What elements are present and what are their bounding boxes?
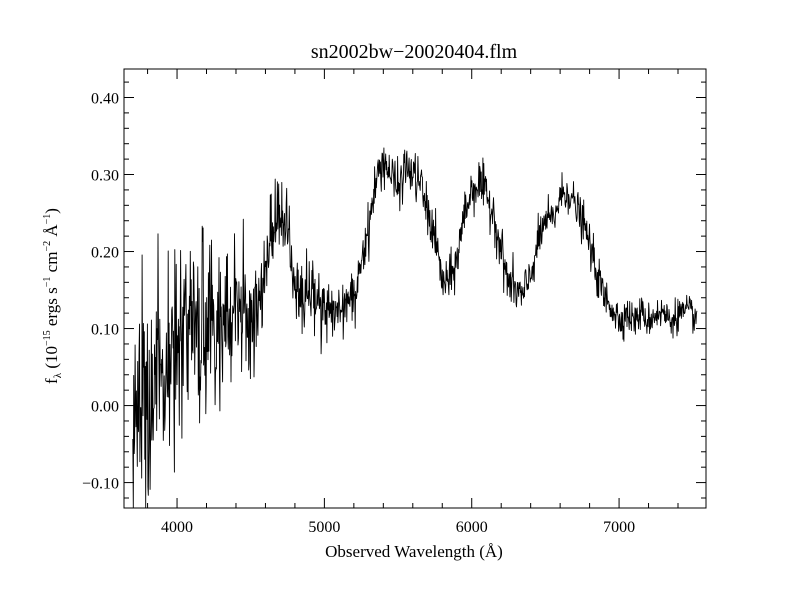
y-label-exp3: −2 xyxy=(42,241,53,252)
plot-frame xyxy=(123,68,707,509)
y-tick-label: 0.00 xyxy=(91,399,119,416)
y-label-exp1: −15 xyxy=(42,330,53,346)
y-tick-label: 0.40 xyxy=(91,90,119,107)
x-tick-label: 5000 xyxy=(308,519,340,536)
y-label-exp2: −1 xyxy=(42,277,53,288)
y-label-open: (10 xyxy=(42,346,61,373)
tick-labels: 4000 5000 6000 7000 −0.10 0.00 0.10 0.20 0.30 0.4… xyxy=(82,90,635,536)
x-tick-label: 7000 xyxy=(603,519,635,536)
y-label-lambda: λ xyxy=(52,372,64,378)
chart-title: sn2002bw−20020404.flm xyxy=(311,41,518,63)
y-label-exp4: −1 xyxy=(42,214,53,225)
y-tick-label: 0.20 xyxy=(91,245,119,262)
x-tick-label: 4000 xyxy=(161,519,193,536)
y-label-f: f xyxy=(42,378,61,384)
y-label-ang: Å xyxy=(42,224,61,241)
y-label-ergs: ergs s xyxy=(42,287,61,330)
y-tick-label: 0.10 xyxy=(91,322,119,339)
y-tick-label: −0.10 xyxy=(82,476,119,493)
y-label-cm: cm xyxy=(42,252,61,277)
y-label-close: ) xyxy=(42,208,61,214)
spectrum-line xyxy=(132,147,698,509)
axis-ticks xyxy=(124,69,706,508)
y-axis-label: fλ (10−15 ergs s−1 cm−2 Å−1) xyxy=(42,208,64,384)
x-tick-label: 6000 xyxy=(456,519,488,536)
x-axis-label: Observed Wavelength (Å) xyxy=(325,542,503,561)
y-tick-label: 0.30 xyxy=(91,168,119,185)
series-layer xyxy=(132,147,698,509)
